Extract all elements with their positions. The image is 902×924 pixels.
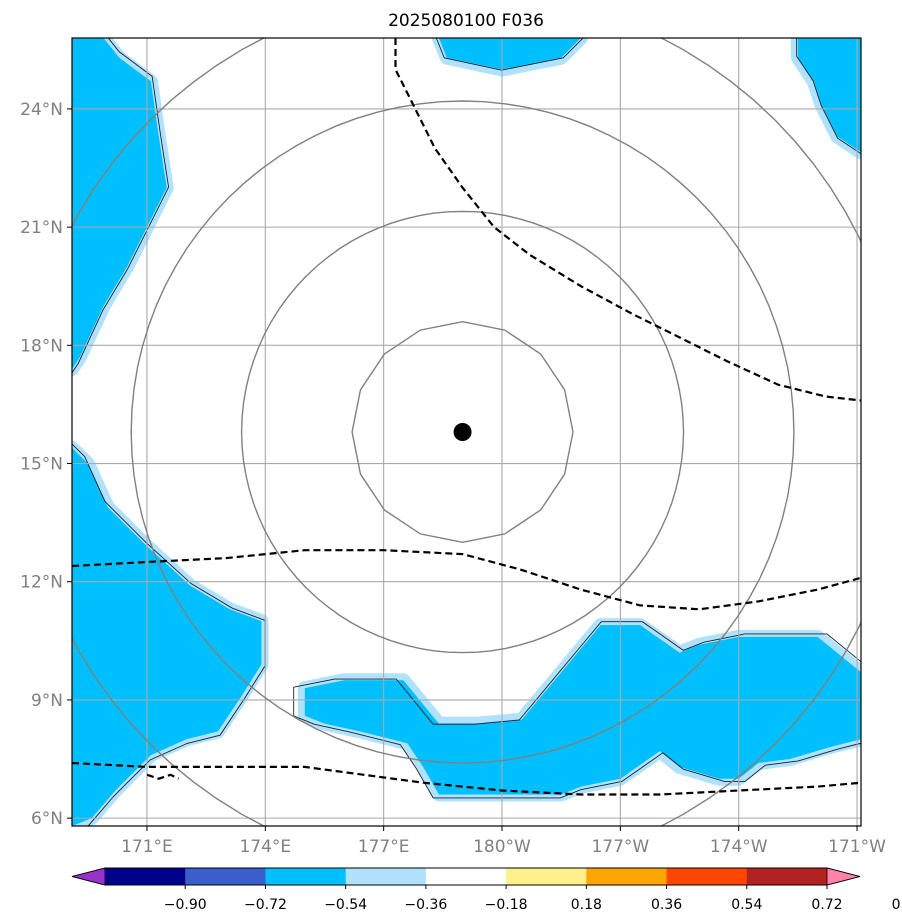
colorbar-box-7 — [666, 868, 748, 885]
x-tick-label-1: 174°E — [239, 837, 291, 857]
colorbar-tick-label-7: 0.54 — [731, 897, 762, 913]
region-outline-3 — [436, 37, 584, 70]
dashed-contours — [72, 38, 861, 796]
colorbar-outline — [71, 867, 861, 886]
colorbar-box-2 — [265, 868, 347, 885]
colorbar-tick-label-6: 0.36 — [651, 897, 682, 913]
colorbar-tick-label-4: −0.18 — [485, 897, 528, 913]
center-marker-layer — [453, 423, 472, 441]
shaded-region-2 — [304, 625, 861, 795]
region-outline-1 — [68, 440, 265, 833]
y-tick-label-4: 18°N — [20, 336, 63, 356]
y-tick-label-0: 6°N — [31, 809, 63, 829]
x-tick-label-2: 177°E — [358, 837, 410, 857]
x-axis-ticks: 171°E 174°E 177°E 180°W 177°W 174°W 171°W — [121, 826, 886, 857]
y-tick-label-5: 21°N — [20, 218, 63, 238]
x-tick-label-5: 174°W — [710, 837, 768, 857]
colorbar-box-1 — [185, 868, 266, 885]
storm-center-marker — [453, 423, 472, 441]
dashed-contour-1 — [72, 549, 861, 611]
colorbar: −0.90 −0.72 −0.54 −0.36 −0.18 0.18 0.36 0.54 0.7… — [71, 867, 902, 913]
colorbar-box-5 — [506, 868, 587, 885]
x-tick-label-4: 177°W — [591, 837, 649, 857]
region-outline-4 — [797, 36, 863, 155]
dashed-contour-2 — [72, 761, 861, 796]
shaded-field-layer — [68, 31, 863, 833]
range-ring-0 — [351, 320, 574, 544]
y-tick-label-1: 9°N — [31, 691, 63, 711]
colorbar-extend-high — [826, 867, 861, 886]
chart-title: 2025080100 F036 — [388, 11, 544, 31]
y-tick-label-6: 24°N — [20, 100, 63, 120]
y-axis-ticks: 6°N 9°N 12°N 15°N 18°N 21°N 24°N — [20, 100, 72, 829]
dashed-contour-3 — [146, 773, 179, 780]
y-tick-label-3: 15°N — [20, 455, 63, 475]
x-tick-label-0: 171°E — [121, 837, 173, 857]
colorbar-tick-label-1: −0.72 — [244, 897, 287, 913]
range-ring-2 — [130, 100, 795, 764]
colorbar-tick-label-9: 0.90 — [892, 897, 902, 913]
colorbar-box-4 — [425, 868, 507, 885]
colorbar-tick-label-2: −0.54 — [324, 897, 367, 913]
shaded-region-1 — [72, 447, 262, 826]
colorbar-tick-label-8: 0.72 — [811, 897, 842, 913]
y-tick-label-2: 12°N — [20, 573, 63, 593]
colorbar-box-0 — [105, 868, 186, 885]
colorbar-tick-label-0: −0.90 — [164, 897, 207, 913]
colorbar-box-3 — [345, 868, 427, 885]
colorbar-box-8 — [746, 868, 828, 885]
gridlines — [72, 38, 861, 826]
x-tick-label-3: 180°W — [473, 837, 531, 857]
shaded-region-3 — [438, 38, 581, 70]
x-tick-label-6: 171°W — [828, 837, 886, 857]
colorbar-box-6 — [586, 868, 667, 885]
shaded-region-0 — [72, 38, 167, 369]
shaded-region-4 — [797, 38, 861, 153]
range-rings — [72, 38, 861, 826]
region-outline-0 — [70, 31, 168, 375]
colorbar-extend-low — [71, 867, 106, 886]
colorbar-tick-label-3: −0.36 — [404, 897, 447, 913]
dashed-contour-0 — [394, 38, 861, 402]
map-frame — [71, 37, 862, 827]
range-ring-1 — [240, 210, 685, 654]
range-ring-3 — [72, 38, 861, 826]
colorbar-tick-label-5: 0.18 — [571, 897, 602, 913]
